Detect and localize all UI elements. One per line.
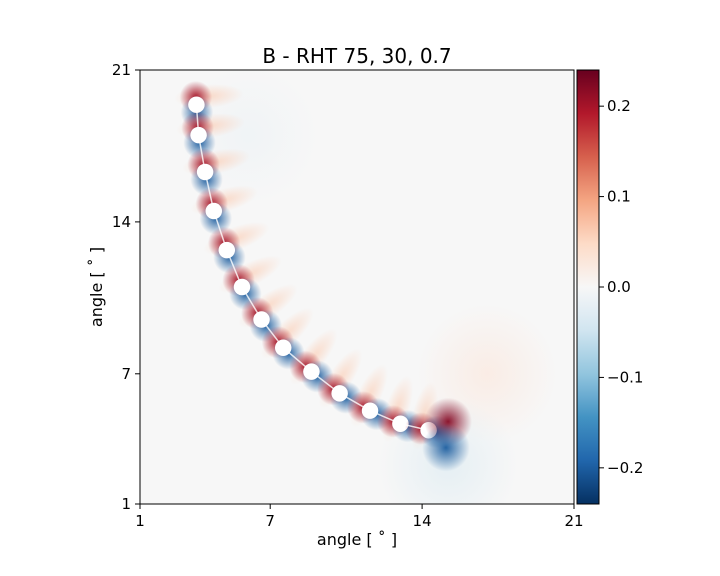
plot-frame: [139, 69, 575, 505]
tail-blob: [422, 423, 470, 472]
y-axis-label: angle [ ˚ ]: [87, 247, 106, 327]
arc-path: [195, 104, 429, 431]
x-tick-label: 21: [564, 512, 583, 530]
x-axis: 1 7 14 21: [135, 504, 584, 530]
colorbar-gradient: [576, 69, 600, 505]
dipole: [289, 328, 338, 393]
heatmap-layer: [174, 70, 557, 504]
colorbar: 0.2 0.1 0.0 −0.1 −0.2: [576, 69, 643, 505]
y-tick-label: 7: [121, 365, 131, 383]
y-tick-label: 21: [112, 61, 131, 79]
x-tick-label: 1: [135, 512, 145, 530]
colorbar-tick-label: −0.2: [607, 459, 643, 477]
y-axis: 1 7 14 21: [112, 61, 140, 513]
x-tick-label: 14: [413, 512, 432, 530]
colorbar-tick-label: 0.0: [607, 278, 631, 296]
colorbar-axis: 0.2 0.1 0.0 −0.1 −0.2: [599, 97, 643, 477]
colorbar-tick-label: −0.1: [607, 368, 643, 386]
x-tick-label: 7: [265, 512, 275, 530]
y-tick-label: 14: [112, 213, 131, 231]
chart-title: B - RHT 75, 30, 0.7: [262, 44, 451, 68]
y-tick-label: 1: [121, 495, 131, 513]
x-axis-label: angle [ ˚ ]: [317, 530, 397, 549]
colorbar-tick-label: 0.2: [607, 97, 631, 115]
plot-area: [139, 69, 575, 505]
colorbar-tick-label: 0.1: [607, 188, 631, 206]
